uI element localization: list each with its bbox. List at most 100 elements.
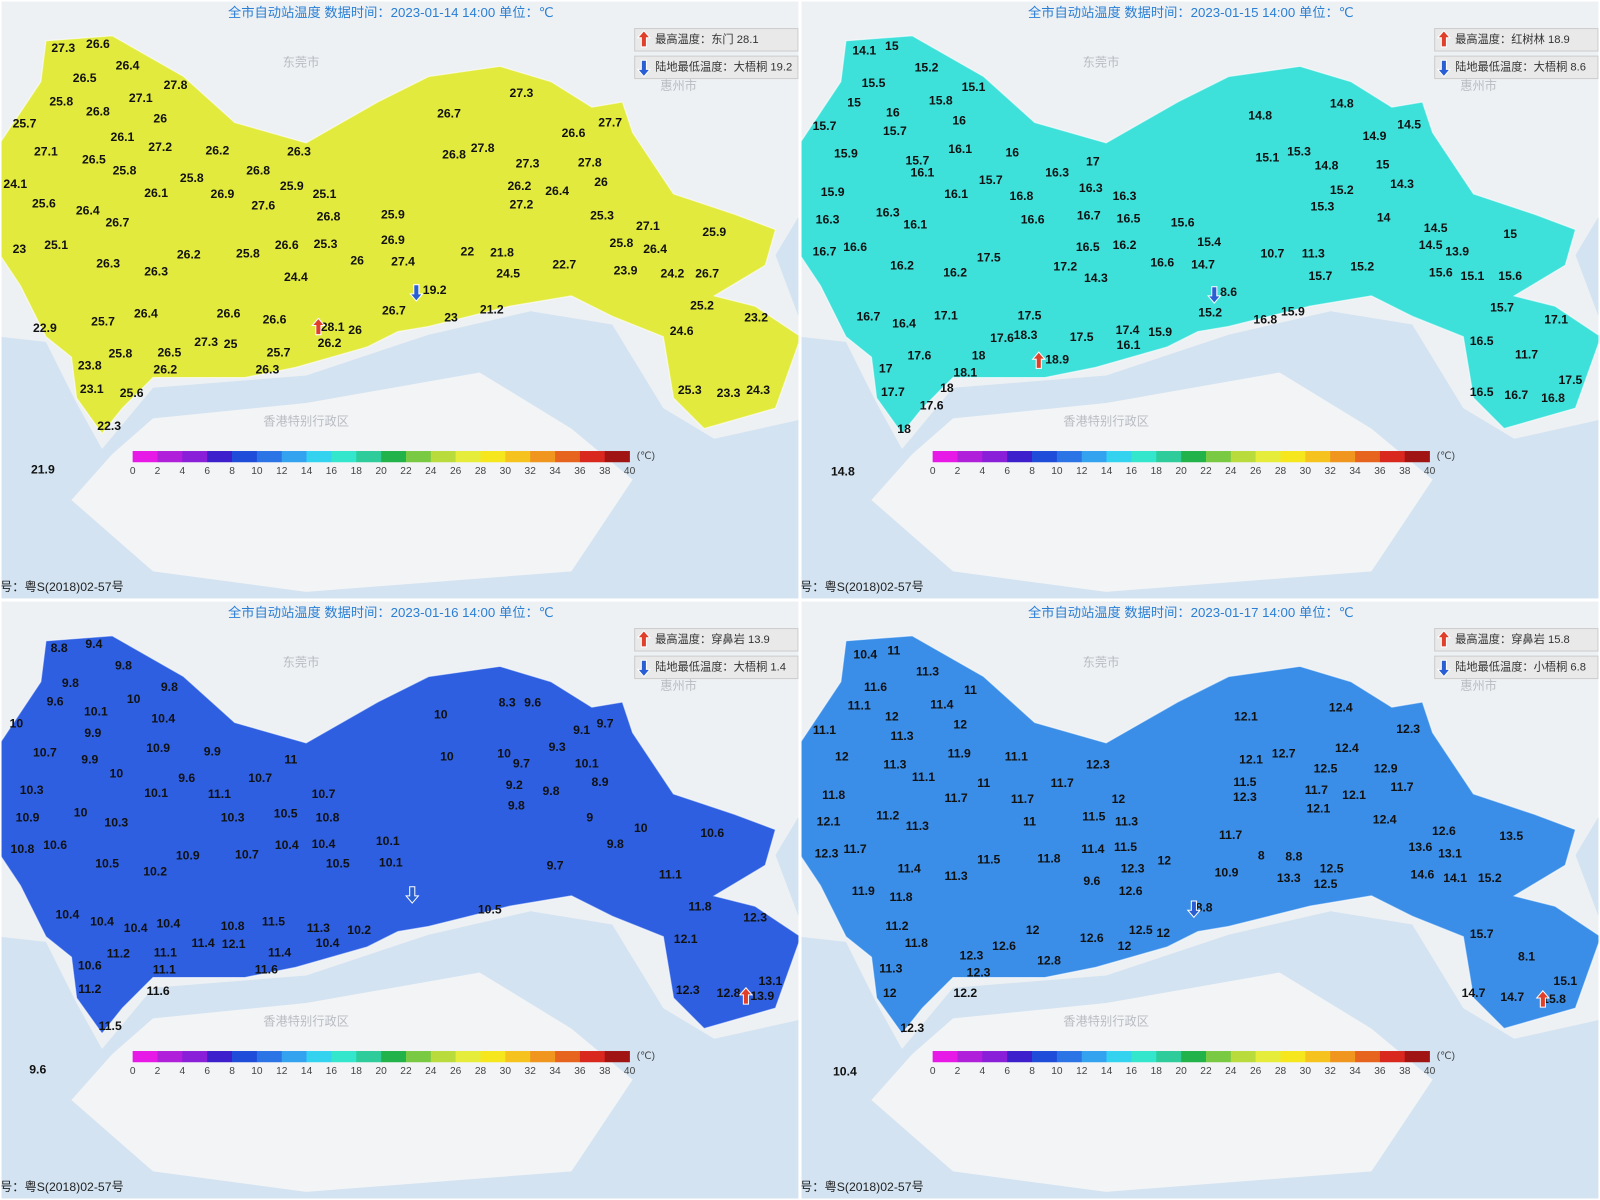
- station-value: 12.7: [1272, 746, 1296, 760]
- colorbar-tick: 0: [930, 466, 936, 477]
- station-value: 24.2: [661, 267, 685, 281]
- colorbar-tick: 8: [229, 1066, 235, 1077]
- station-value: 10.5: [478, 902, 502, 916]
- station-value: 9: [586, 811, 593, 825]
- colorbar-tick: 28: [1275, 466, 1287, 477]
- station-value: 25.1: [313, 187, 337, 201]
- station-value: 26.1: [144, 186, 168, 200]
- station-value: 24.5: [496, 267, 520, 281]
- place-name: 惠州市: [1460, 678, 1497, 693]
- colorbar-tick: 16: [1126, 1066, 1138, 1077]
- colorbar-tick: 28: [1275, 1066, 1287, 1077]
- colorbar-tick: 6: [204, 1066, 210, 1077]
- colorbar-segment: [1205, 451, 1232, 463]
- station-value: 12.3: [900, 1021, 924, 1035]
- station-value: 14.9: [1363, 129, 1387, 143]
- colorbar-segment: [455, 451, 481, 463]
- min-box: [634, 655, 799, 680]
- hong-kong-land: [71, 972, 633, 1192]
- station-value: 13.9: [750, 989, 774, 1003]
- station-value: 12.3: [960, 948, 984, 962]
- station-value: 12.6: [1080, 931, 1104, 945]
- station-value: 26.9: [381, 233, 405, 247]
- station-value: 16.5: [1470, 385, 1494, 399]
- colorbar-segment: [1330, 451, 1356, 463]
- max-label: 最高温度：东门 28.1: [655, 32, 758, 46]
- place-name: 香港特别行政区: [1063, 1014, 1149, 1029]
- station-value: 9.8: [543, 784, 560, 798]
- station-value: 10.3: [20, 783, 44, 797]
- station-value: 12.3: [743, 911, 767, 925]
- station-value: 27.2: [510, 197, 534, 211]
- station-value: 25.8: [113, 164, 137, 178]
- station-value: 10.1: [144, 786, 168, 800]
- station-value: 25.2: [690, 298, 714, 312]
- station-value: 8.8: [51, 641, 68, 655]
- station-value: 11.3: [1115, 815, 1138, 829]
- colorbar-segment: [405, 1051, 432, 1063]
- station-value: 10.6: [78, 959, 102, 973]
- station-value: 12.1: [1342, 788, 1366, 802]
- colorbar-tick: 28: [475, 466, 487, 477]
- station-value: 15.1: [962, 80, 986, 94]
- station-value: 11.1: [154, 945, 177, 959]
- station-value: 12.5: [1314, 877, 1338, 891]
- station-value: 11.7: [844, 842, 867, 856]
- station-value: 27.1: [34, 144, 58, 158]
- colorbar-tick: 36: [1374, 466, 1386, 477]
- station-value: 16.2: [1113, 238, 1137, 252]
- colorbar-tick: 30: [500, 466, 512, 477]
- station-value: 10.1: [376, 834, 400, 848]
- station-value: 26.7: [382, 303, 406, 317]
- shenzhen-area: [799, 635, 1600, 1035]
- colorbar-tick: 20: [375, 1066, 387, 1077]
- colorbar-segment: [1032, 451, 1058, 463]
- station-value: 10.1: [575, 757, 599, 771]
- station-value: 25.8: [610, 236, 634, 250]
- colorbar-segment: [381, 1051, 407, 1063]
- arrow-icon: [636, 59, 652, 78]
- station-value: 25.9: [381, 208, 405, 222]
- station-value: 26.2: [507, 179, 531, 193]
- station-value: 11.8: [1037, 851, 1060, 865]
- station-value: 10.5: [274, 807, 298, 821]
- station-value: 15.1: [1553, 974, 1577, 988]
- colorbar-segment: [306, 451, 332, 463]
- colorbar-tick: 40: [624, 466, 636, 477]
- colorbar-segment: [1355, 451, 1381, 463]
- station-value: 12.5: [1314, 762, 1338, 776]
- station-value: 27.7: [598, 116, 622, 130]
- station-value: 26: [594, 175, 608, 189]
- station-value: 11.2: [885, 919, 908, 933]
- colorbar-segment: [405, 451, 432, 463]
- station-value: 11.1: [848, 698, 871, 712]
- station-value: 26.4: [134, 307, 158, 321]
- station-value: 8.1: [1518, 949, 1535, 963]
- colorbar-segment: [1181, 451, 1207, 463]
- place-name: 东莞市: [1083, 654, 1120, 669]
- station-value: 11.8: [688, 899, 711, 913]
- colorbar-segment: [1280, 1051, 1306, 1063]
- station-value: 14.7: [1462, 986, 1486, 1000]
- colorbar-tick: 36: [574, 1066, 586, 1077]
- station-value: 11.5: [1233, 775, 1256, 789]
- station-value: 26.2: [177, 247, 201, 261]
- station-value: 26.3: [287, 144, 311, 158]
- colorbar-segment: [430, 451, 456, 463]
- colorbar-tick: 24: [425, 1066, 437, 1077]
- station-value: 15.7: [979, 173, 1003, 187]
- station-value: 10.4: [853, 647, 877, 661]
- station-value: 9.4: [85, 637, 102, 651]
- colorbar-tick: 18: [1151, 466, 1163, 477]
- station-value: 18: [897, 422, 911, 436]
- station-value: 15.2: [1198, 305, 1222, 319]
- station-value: 10.9: [146, 741, 170, 755]
- station-value: 9.9: [84, 726, 101, 740]
- panel-title: 全市自动站温度 数据时间：2023-01-15 14:00 单位：℃: [1028, 4, 1354, 20]
- colorbar-segment: [1131, 1051, 1157, 1063]
- station-value: 12.1: [1306, 801, 1330, 815]
- station-value: 25.7: [267, 345, 291, 359]
- station-value: 14.8: [1330, 96, 1354, 110]
- station-value: 27.3: [194, 335, 218, 349]
- station-value: 11.1: [153, 963, 176, 977]
